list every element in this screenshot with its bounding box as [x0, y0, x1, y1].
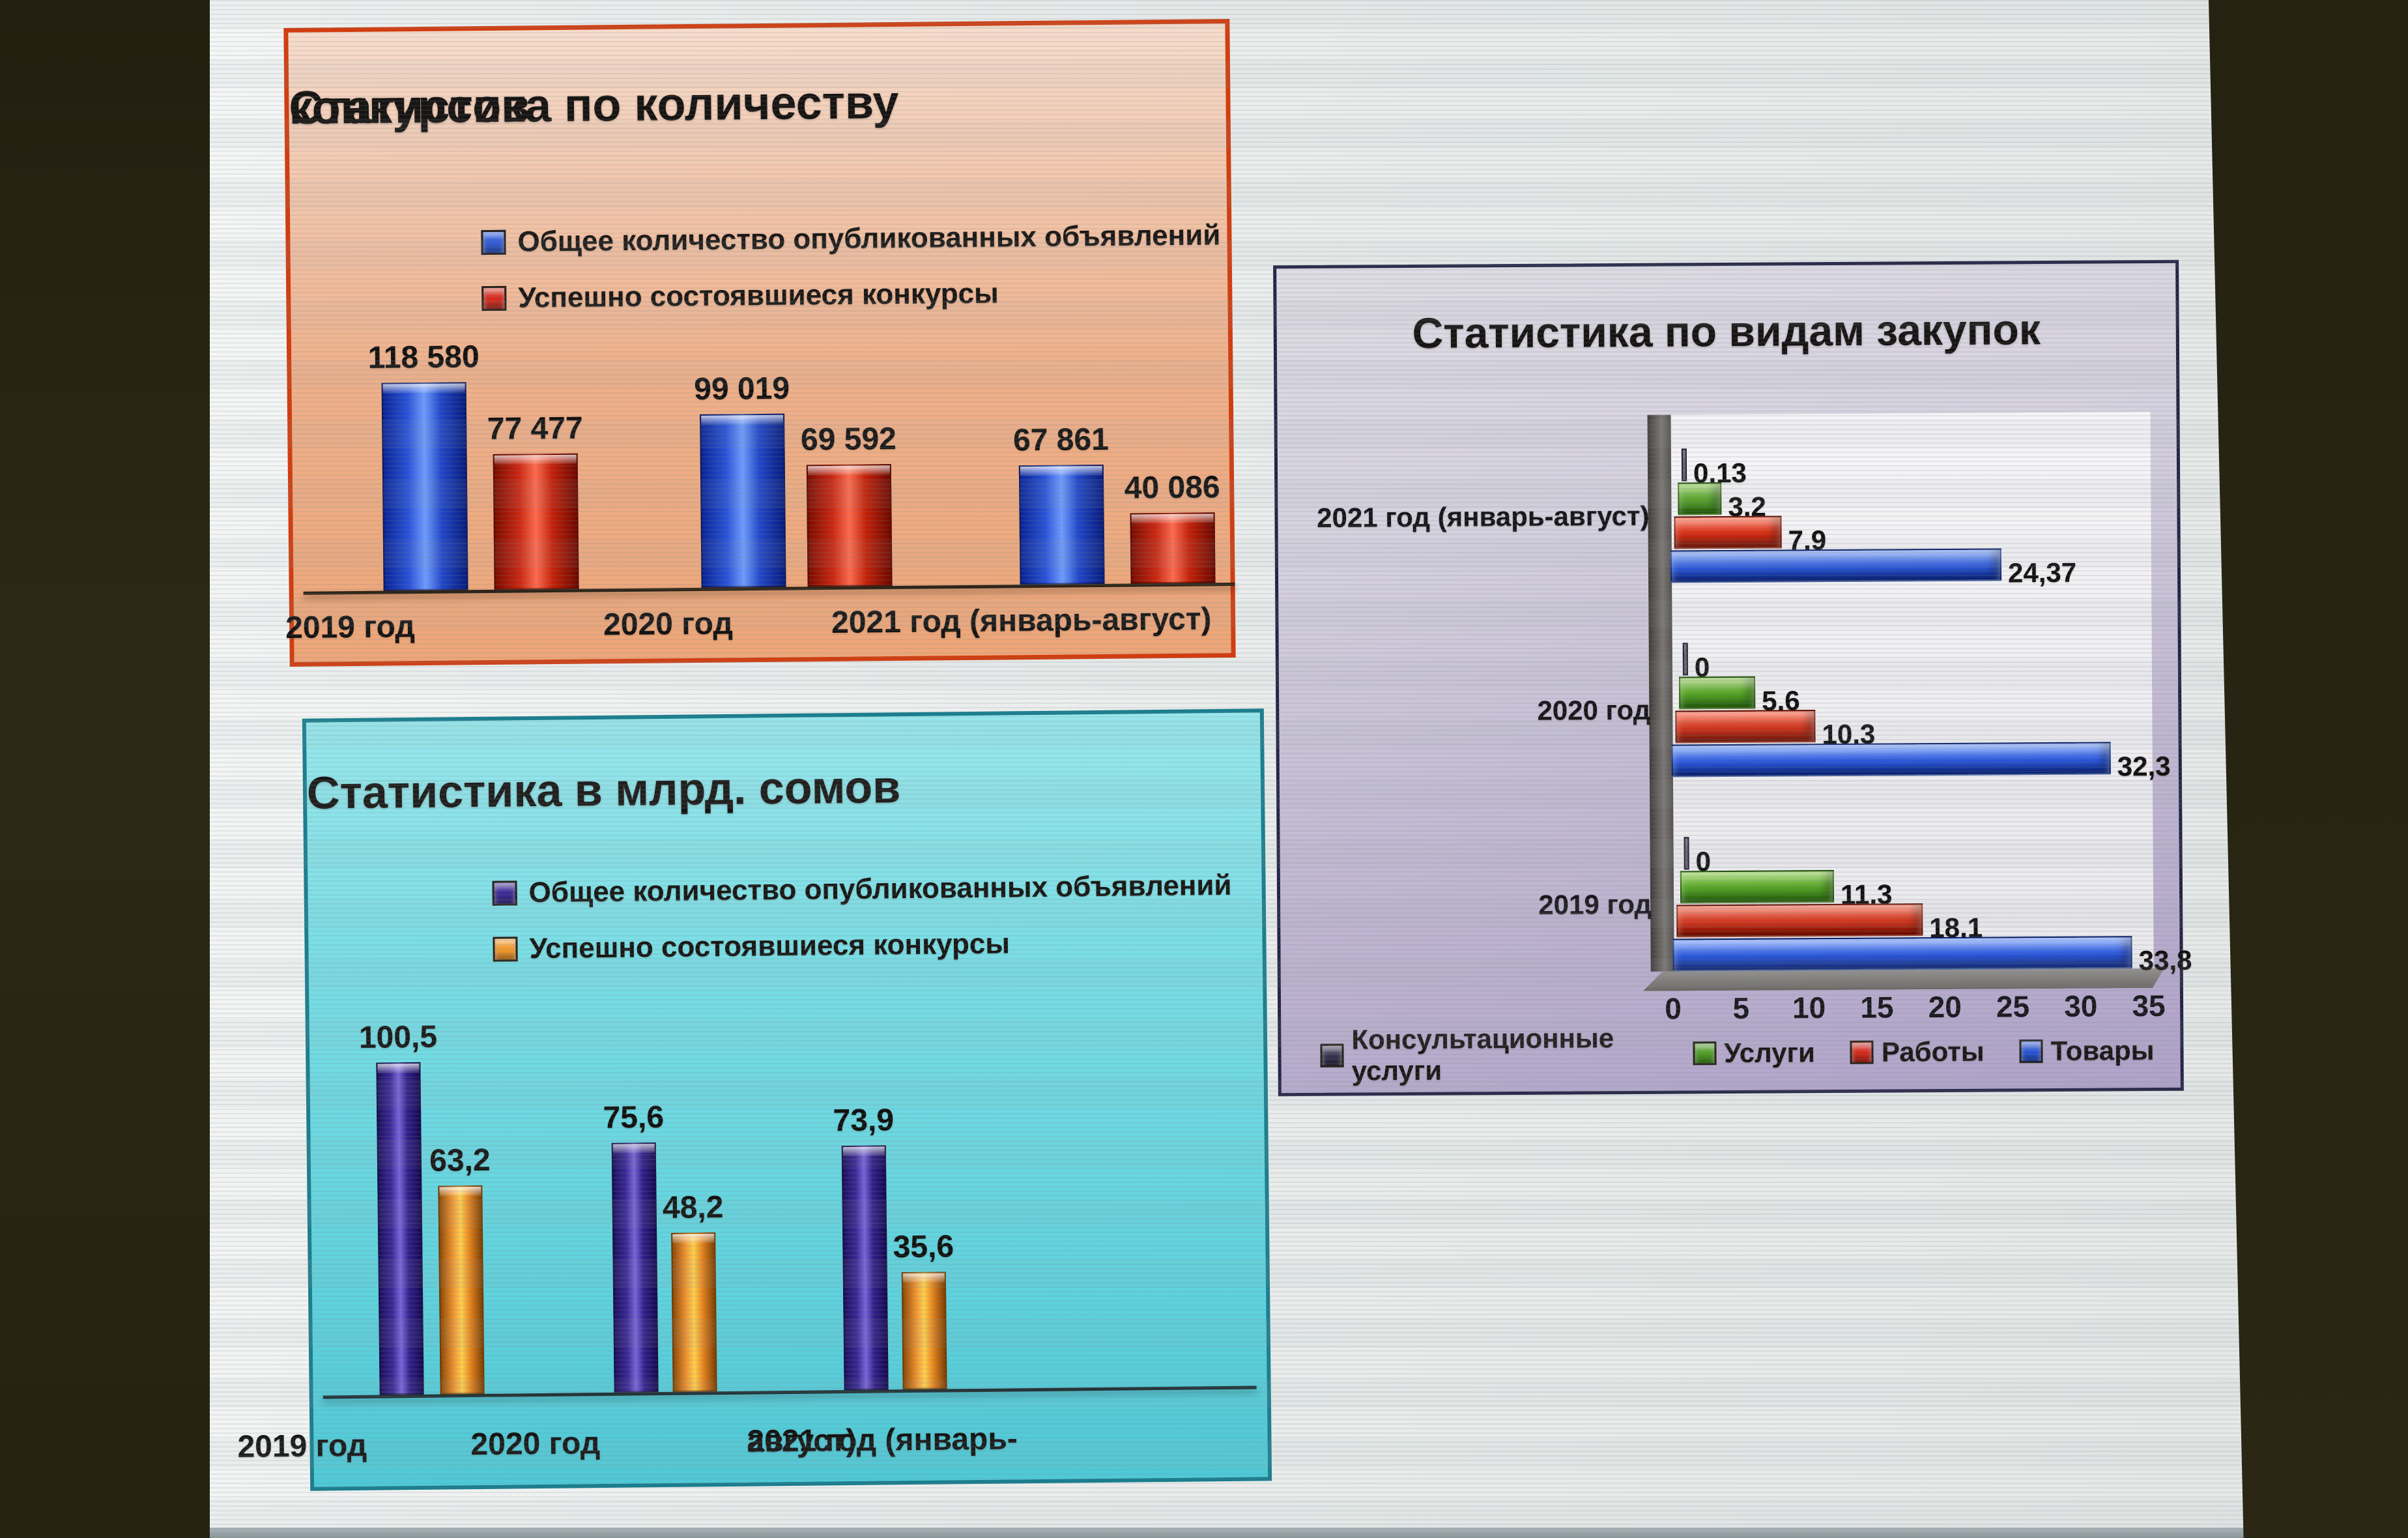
- room-dark-band-right: [2209, 0, 2408, 1538]
- bar: [806, 464, 893, 587]
- axis-tick-label: 25: [1996, 989, 2030, 1024]
- bar-value-label: 69 592: [800, 421, 897, 457]
- bar-top-highlight: [807, 465, 890, 476]
- bar: [1130, 512, 1216, 584]
- bar-top-highlight: [612, 1144, 655, 1154]
- category-label-line: 2019 год: [285, 609, 416, 646]
- bar-value-label: 67 861: [1012, 422, 1110, 458]
- room-dark-band-left: [0, 0, 210, 1538]
- bar-value-label: 32,3: [2117, 750, 2171, 782]
- bar: [1684, 837, 1689, 870]
- legend-label: Работы: [1881, 1036, 1985, 1067]
- bar: [1670, 548, 2002, 583]
- bar: [438, 1185, 485, 1395]
- axis-tick-label: 15: [1860, 990, 1894, 1024]
- bar-value-label: 99 019: [694, 371, 790, 407]
- legend-swatch-red: [1850, 1040, 1874, 1064]
- bar-value-label: 35,6: [893, 1229, 954, 1265]
- bar: [1674, 515, 1782, 549]
- bar-value-label: 24,37: [2007, 557, 2077, 588]
- bar: [671, 1232, 717, 1392]
- axis-tick-label: 0: [1665, 991, 1682, 1026]
- axis-tick-label: 20: [1928, 989, 1962, 1024]
- bar: [493, 453, 579, 590]
- chart1-plot: 118 580 99 019 67 861 77 477 69 592 40 086 201…: [285, 23, 1235, 662]
- bar-value-label: 73,9: [833, 1103, 895, 1139]
- category-label: 2021 год (январь-август): [1317, 500, 1650, 533]
- axis-tick-label: 5: [1732, 991, 1750, 1025]
- bar-value-label: 100,5: [358, 1019, 438, 1055]
- category-label-line: 2021 год (январь-август): [831, 602, 1212, 640]
- bar-top-highlight: [382, 383, 465, 394]
- chart2-plot: 100,5 75,6 73,9 63,2 48,2 35,6 2019 год 2020 го…: [237, 712, 1268, 1487]
- axis-tick-label: 10: [1792, 991, 1826, 1025]
- category-label-line: 2020 год: [470, 1426, 601, 1462]
- bar-value-label: 75,6: [603, 1099, 665, 1135]
- chart-competitions-panel: Статистика по количеству конкурсов Общее…: [283, 19, 1236, 667]
- chart-procurement-panel: Статистика по видам закупок 0,13 0 0 3,2 5,6…: [1273, 259, 2192, 1097]
- chart-procurement-legend: Консультационные услуги Услуги Работы То…: [1320, 1019, 2155, 1087]
- bar: [1672, 936, 2132, 972]
- bar: [376, 1062, 424, 1395]
- bar: [1675, 710, 1816, 744]
- axis-tick-label: 30: [2064, 989, 2098, 1023]
- legend-item: Услуги: [1693, 1021, 1815, 1084]
- bar-value-label: 118 580: [367, 340, 480, 375]
- bar-value-label: 48,2: [662, 1190, 724, 1226]
- legend-label: Товары: [2050, 1035, 2155, 1066]
- axis-tick-label: 35: [2132, 988, 2166, 1023]
- bar: [1676, 903, 1923, 938]
- bar-top-highlight: [439, 1186, 481, 1197]
- category-label-line: август): [747, 1423, 857, 1459]
- legend-label: Услуги: [1724, 1037, 1816, 1069]
- bar: [1681, 448, 1687, 482]
- bar-value-label: 77 477: [487, 411, 583, 447]
- bar: [901, 1271, 947, 1390]
- bar-top-highlight: [672, 1234, 715, 1243]
- legend-swatch-blue: [2019, 1039, 2043, 1064]
- category-label: 2020 год: [1537, 694, 1651, 726]
- category-label: 2021 год (январь-август): [747, 1414, 1138, 1458]
- bar: [1680, 870, 1835, 904]
- category-label: 2021 год (январь-август): [831, 596, 1235, 640]
- legend-swatch-green: [1693, 1041, 1717, 1066]
- bar-top-highlight: [842, 1146, 885, 1157]
- category-label-line: 2019 год: [237, 1428, 367, 1464]
- legend-item: Работы: [1850, 1021, 1985, 1084]
- bar: [841, 1145, 889, 1391]
- bar-top-highlight: [902, 1273, 945, 1283]
- bar-top-highlight: [494, 454, 577, 465]
- bar: [1678, 676, 1756, 710]
- bar: [1671, 742, 2111, 777]
- legend-item: Консультационные услуги: [1320, 1023, 1657, 1087]
- chart-soms-panel: Статистика в млрд. сомов Общее количеств…: [237, 708, 1272, 1491]
- bar-value-label: 63,2: [429, 1142, 491, 1178]
- chart3-plot: 0,13 0 0 3,2 5,6 11,3 7,9 10,3 18,1 24,37 32,3 33,8…: [1276, 263, 2192, 1093]
- chart-3d-floor: [1643, 968, 2164, 991]
- bar-top-highlight: [377, 1063, 420, 1073]
- legend-swatch-dark: [1320, 1043, 1344, 1067]
- bar: [1678, 482, 1722, 515]
- category-label-line: 2020 год: [603, 606, 734, 643]
- bar-value-label: 40 086: [1124, 470, 1220, 506]
- bar: [611, 1142, 659, 1393]
- bar: [1682, 643, 1688, 676]
- screen-bottom-strip: [210, 1528, 2249, 1538]
- legend-item: Товары: [2019, 1019, 2155, 1082]
- category-label: 2019 год: [1538, 888, 1652, 920]
- bar-top-highlight: [1131, 514, 1214, 524]
- bar-value-label: 33,8: [2138, 944, 2192, 976]
- legend-label: Консультационные услуги: [1351, 1023, 1614, 1086]
